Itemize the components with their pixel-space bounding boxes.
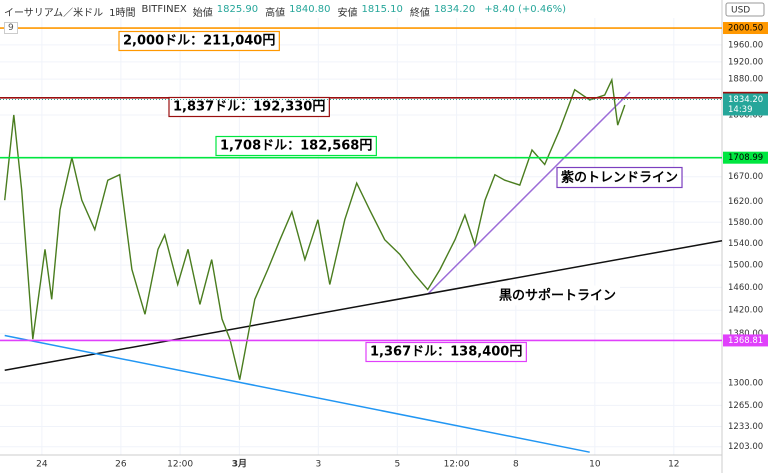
y-tick-label: 1580.00 (728, 218, 763, 228)
level-annotation-box (168, 96, 330, 118)
x-tick-label: 12:00 (167, 460, 193, 470)
header: イーサリアム／米ドル 1時間 BITFINEX 始値 1825.90 高値 1840.… (4, 4, 566, 19)
level-annotation-box (118, 30, 280, 52)
x-tick-label: 12:00 (444, 460, 470, 470)
last-price-label: 1834.20 (728, 95, 763, 105)
ohlc-label: 始値 (192, 8, 213, 19)
level-tag-label: 2000.50 (728, 24, 763, 34)
interval: 1時間 (109, 8, 136, 19)
trendline (4, 239, 723, 372)
y-tick-label: 1300.00 (728, 378, 763, 388)
ohlc-value: 1834.20 (433, 4, 476, 15)
currency: USD (731, 6, 750, 16)
y-tick-label: 1380.00 (728, 329, 763, 339)
ohlc-label: 高値 (265, 8, 286, 19)
ohlc-value: 1840.80 (289, 4, 331, 15)
x-tick-label: 26 (115, 460, 127, 470)
x-tick-label: 8 (513, 460, 519, 470)
level-tag (723, 151, 768, 164)
y-tick-label: 1670.00 (728, 172, 763, 182)
trendline-annotation-box (495, 285, 621, 306)
last-price-tag (723, 93, 768, 116)
level-annotation-box (365, 341, 527, 363)
x-tick-label: 12 (668, 460, 679, 470)
ohlc-value: 1815.10 (361, 4, 403, 15)
x-tick-label: 3 (315, 460, 321, 470)
trendline-annotation-box (556, 166, 683, 189)
currency-box (725, 2, 765, 17)
y-tick-label: 1265.00 (728, 401, 763, 411)
countdown: 14:39 (728, 105, 753, 115)
level-annotation: 1,367ドル：138,400円 (370, 345, 522, 360)
x-tick-label: 5 (394, 460, 400, 470)
x-tick-label: 10 (589, 460, 601, 470)
y-tick-label: 1203.00 (728, 442, 763, 452)
symbol: イーサリアム／米ドル (4, 8, 104, 19)
level-annotation: 1,708ドル：182,568円 (220, 139, 372, 154)
x-tick-label: 24 (36, 460, 48, 470)
y-tick-label: 1540.00 (728, 239, 763, 249)
level-annotation-box (215, 135, 377, 157)
ohlc-label: 安値 (337, 8, 358, 19)
trendline (427, 91, 631, 295)
y-tick-label: 1500.00 (728, 261, 763, 271)
indicator[interactable]: 9 (4, 22, 18, 34)
y-tick-label: 1420.00 (728, 306, 763, 316)
ohlc-label: 終値 (409, 8, 430, 19)
trendline (4, 334, 590, 453)
y-tick-label: 1920.00 (728, 57, 763, 67)
y-tick-label: 1960.00 (728, 40, 763, 50)
trendline-annotation: 黒のサポートライン (499, 288, 616, 304)
level-tag (723, 334, 768, 347)
change: +8.40 (+0.46%) (484, 4, 566, 15)
x-tick-label: 3月 (232, 459, 247, 470)
level-annotation: 1,837ドル：192,330円 (173, 100, 325, 115)
ohlc: 始値 1825.90 高値 1840.80 安値 1815.10 終値 1834.20 (193, 4, 478, 19)
price-line (4, 77, 626, 380)
ohlc-value: 1825.90 (216, 4, 259, 15)
y-tick-label: 1880.00 (728, 75, 763, 85)
y-tick-label: 1460.00 (728, 283, 763, 293)
trendline-annotation: 紫のトレンドライン (561, 170, 678, 186)
level-tag-label: 1708.99 (728, 153, 763, 163)
y-tick-label: 1620.00 (728, 197, 763, 207)
level-tag-label: 1368.81 (728, 336, 763, 346)
level-annotation: 2,000ドル：211,040円 (123, 34, 275, 49)
y-tick-label: 1233.00 (728, 422, 763, 432)
exchange: BITFINEX (141, 4, 187, 15)
level-tag (723, 22, 768, 35)
